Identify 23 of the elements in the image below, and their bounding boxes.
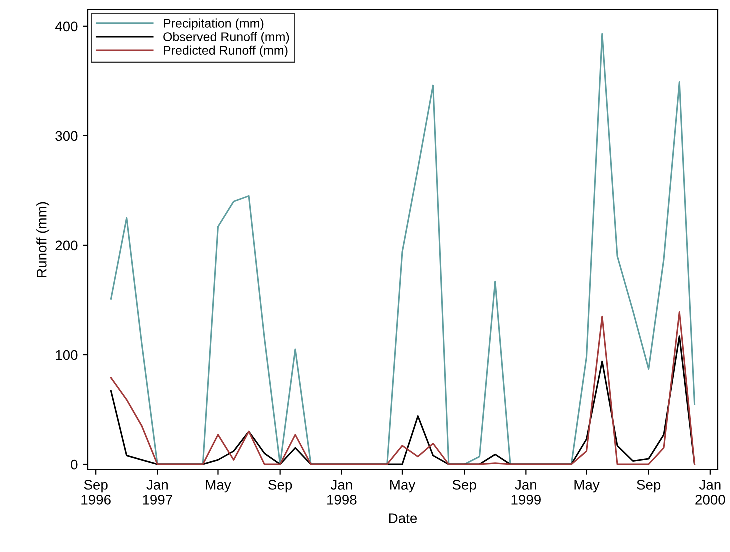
x-axis-title: Date (389, 514, 418, 524)
x-tick-label: May (390, 480, 416, 493)
y-tick-label: 300 (56, 131, 78, 142)
x-tick-label: May (206, 480, 232, 493)
x-tick-label: Jan 2000 (696, 480, 726, 505)
x-tick-label: Jan 1997 (143, 480, 172, 505)
legend-label: Precipitation (mm) (164, 18, 264, 30)
x-tick-label: Jan 1998 (328, 480, 357, 505)
x-tick-label: May (574, 480, 600, 493)
y-tick-label: 100 (56, 350, 78, 360)
y-axis-title: Runoff (mm) (36, 202, 50, 278)
y-tick-label: 400 (55, 22, 78, 32)
y-tick-label: 0 (71, 460, 78, 470)
line-series (110, 312, 696, 466)
x-tick-label: Sep (637, 480, 661, 493)
x-tick-label: Sep (268, 480, 292, 493)
x-tick-label: Sep (452, 480, 476, 493)
legend-label: Predicted Runoff (mm) (164, 46, 288, 58)
x-tick-label: Jan 1999 (512, 480, 541, 505)
line-series (110, 33, 696, 466)
x-tick-label: Sep 1996 (82, 480, 111, 505)
legend-label: Observed Runoff (mm) (164, 32, 290, 44)
y-tick-label: 200 (56, 240, 78, 251)
